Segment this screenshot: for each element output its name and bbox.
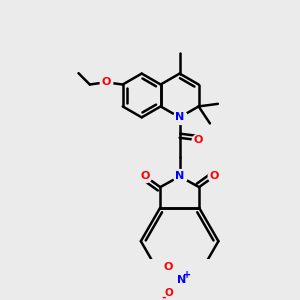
Text: N: N [175,112,184,122]
Text: O: O [209,171,219,181]
Text: +: + [183,270,191,280]
Text: O: O [164,288,173,298]
Text: N: N [177,275,186,285]
Text: N: N [175,112,184,122]
Text: N: N [175,171,184,181]
Text: O: O [101,77,110,87]
Text: O: O [140,171,150,181]
Text: -: - [161,292,166,300]
Text: O: O [193,135,203,145]
Text: O: O [164,262,173,272]
